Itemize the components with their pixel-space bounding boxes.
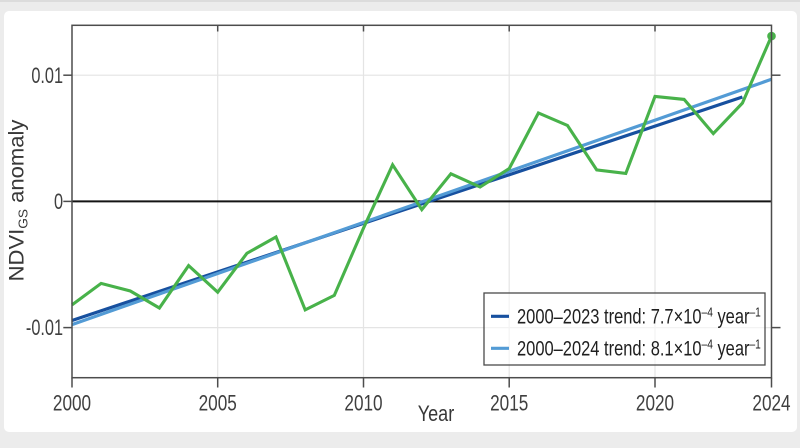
svg-text:2015: 2015 [490,392,528,417]
svg-text:2024: 2024 [752,392,790,417]
svg-text:2000–2023 trend: 7.7×10–4 year: 2000–2023 trend: 7.7×10–4 year–1 [517,305,761,328]
svg-text:0.01: 0.01 [31,64,63,89]
svg-text:NDVIGS anomaly: NDVIGS anomaly [5,119,30,281]
svg-text:2005: 2005 [199,392,237,417]
svg-text:Year: Year [418,402,455,426]
svg-text:2000: 2000 [53,392,91,417]
svg-text:2020: 2020 [636,392,674,417]
svg-text:0: 0 [54,189,63,214]
svg-text:2000–2024 trend: 8.1×10–4 year: 2000–2024 trend: 8.1×10–4 year–1 [517,337,761,360]
svg-text:2010: 2010 [344,392,382,417]
svg-text:-0.01: -0.01 [26,316,63,341]
